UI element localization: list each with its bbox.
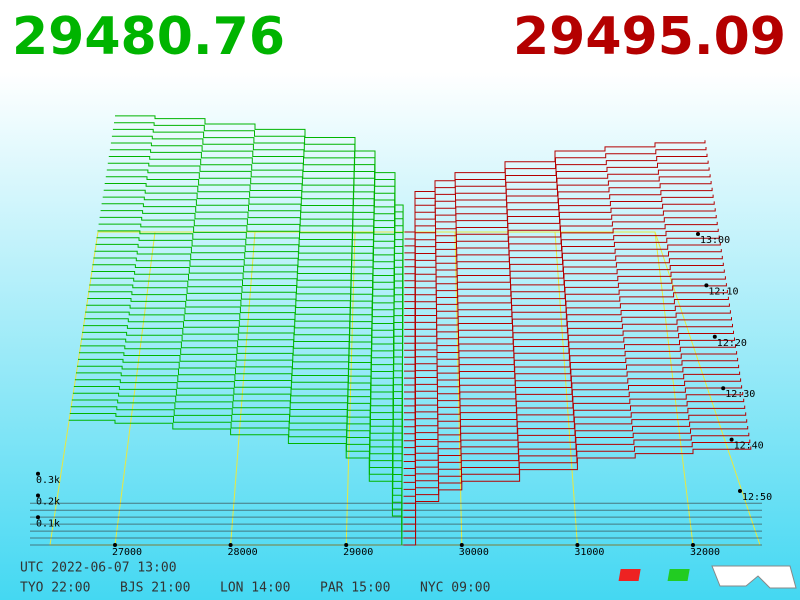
- tick-dot: [738, 489, 742, 493]
- asks-depth-line: [404, 174, 711, 268]
- asks-depth-line: [403, 426, 749, 525]
- grid-line: [654, 231, 694, 546]
- tick-dot: [36, 471, 40, 476]
- zone-time: TYO 22:00: [20, 581, 90, 596]
- asks-depth-line: [403, 446, 752, 546]
- volume-label: 0.1k: [36, 518, 60, 529]
- asks-depth-line: [403, 392, 744, 490]
- asks-depth-line: [403, 385, 743, 483]
- price-label: 28000: [228, 547, 258, 558]
- asks-depth-line: [403, 412, 747, 511]
- ask-price: 29495.09: [513, 7, 786, 67]
- bids-depth-line: [68, 419, 403, 545]
- asks-depth-line: [403, 371, 741, 469]
- asks-depth-line: [403, 344, 736, 442]
- tick-dot: [729, 437, 734, 442]
- tick-dot: [704, 283, 709, 288]
- asks-depth-line: [404, 140, 706, 233]
- asks-depth-line: [403, 310, 731, 407]
- asks-depth-line: [404, 160, 709, 254]
- asks-depth-line: [404, 262, 724, 358]
- asks-depth-line: [404, 221, 718, 316]
- zone-time: PAR 15:00: [320, 581, 390, 596]
- asks-depth-line: [404, 269, 725, 365]
- asks-depth-line: [404, 296, 729, 393]
- asks-depth-line: [404, 181, 712, 275]
- time-zones: TYO 22:00 BJS 21:00 LON 14:00 PAR 15:00 NYC …: [20, 581, 490, 596]
- asks-depth-line: [403, 330, 734, 428]
- asks-depth-line: [404, 147, 707, 240]
- bid-price: 29480.76: [12, 7, 285, 67]
- tick-dot: [712, 334, 717, 339]
- asks-depth-line: [404, 242, 721, 337]
- asks-depth-line: [404, 194, 714, 289]
- asks-depth-line: [403, 351, 738, 449]
- volume-label: 0.3k: [36, 475, 60, 486]
- tick-dot: [228, 543, 233, 547]
- asks-depth-line: [404, 153, 708, 247]
- asks-depth-line: [404, 255, 723, 351]
- asks-depth-line: [403, 317, 732, 414]
- time-label: 12:10: [708, 286, 738, 297]
- asks-depth-line: [404, 289, 728, 386]
- depth-layers: [30, 115, 762, 546]
- tick-dot: [575, 543, 580, 547]
- asks-depth-line: [403, 405, 746, 504]
- zone-time: NYC 09:00: [420, 581, 490, 596]
- utc-time: UTC 2022-06-07 13:00: [20, 561, 177, 576]
- price-label: 29000: [343, 547, 373, 558]
- asks-depth-line: [404, 215, 717, 309]
- axis-labels: 27000 28000 29000 30000 31000 32000 0.3k 0.2k 0.…: [36, 232, 772, 558]
- tick-dot: [696, 232, 700, 236]
- time-label: 13:00: [700, 235, 730, 246]
- tick-dot: [691, 543, 695, 547]
- tick-dot: [113, 543, 117, 547]
- asks-depth-line: [403, 303, 730, 400]
- grid-line: [114, 231, 156, 546]
- asks-depth-line: [404, 187, 713, 282]
- asks-depth-line: [403, 378, 742, 476]
- asks-depth-line: [404, 167, 710, 261]
- asks-depth-line: [403, 337, 735, 435]
- zone-time: LON 14:00: [220, 581, 290, 596]
- asks-depth-line: [403, 432, 750, 532]
- price-label: 31000: [574, 547, 604, 558]
- price-label: 30000: [459, 547, 489, 558]
- grid-line: [345, 231, 356, 546]
- time-label: 12:30: [725, 389, 755, 400]
- asks-depth-line: [404, 228, 719, 323]
- asks-depth-line: [404, 249, 722, 344]
- price-label: 32000: [690, 547, 720, 558]
- time-label: 12:40: [734, 441, 764, 452]
- time-label: 12:20: [717, 338, 747, 349]
- tick-dot: [459, 543, 464, 547]
- tick-dot: [721, 386, 726, 391]
- asks-depth-line: [403, 357, 739, 456]
- 3d-glasses-icon: [618, 565, 797, 589]
- volume-label: 0.2k: [36, 497, 60, 508]
- time-label: 12:50: [742, 492, 772, 503]
- asks-depth-line: [404, 283, 727, 379]
- tick-dot: [36, 515, 40, 520]
- price-label: 27000: [112, 547, 142, 558]
- tick-dot: [344, 543, 349, 547]
- tick-dot: [36, 493, 40, 498]
- grid-line: [230, 231, 256, 546]
- asks-depth-line: [404, 235, 720, 330]
- asks-depth-line: [403, 439, 751, 539]
- zone-time: BJS 21:00: [120, 581, 190, 596]
- asks-depth-line: [404, 208, 716, 303]
- grid-line: [554, 231, 578, 546]
- asks-depth-line: [403, 364, 740, 462]
- asks-depth-line: [403, 398, 745, 497]
- asks-depth-line: [403, 323, 733, 421]
- asks-depth-line: [403, 419, 748, 518]
- asks-depth-line: [404, 276, 726, 372]
- asks-depth-line: [404, 201, 715, 296]
